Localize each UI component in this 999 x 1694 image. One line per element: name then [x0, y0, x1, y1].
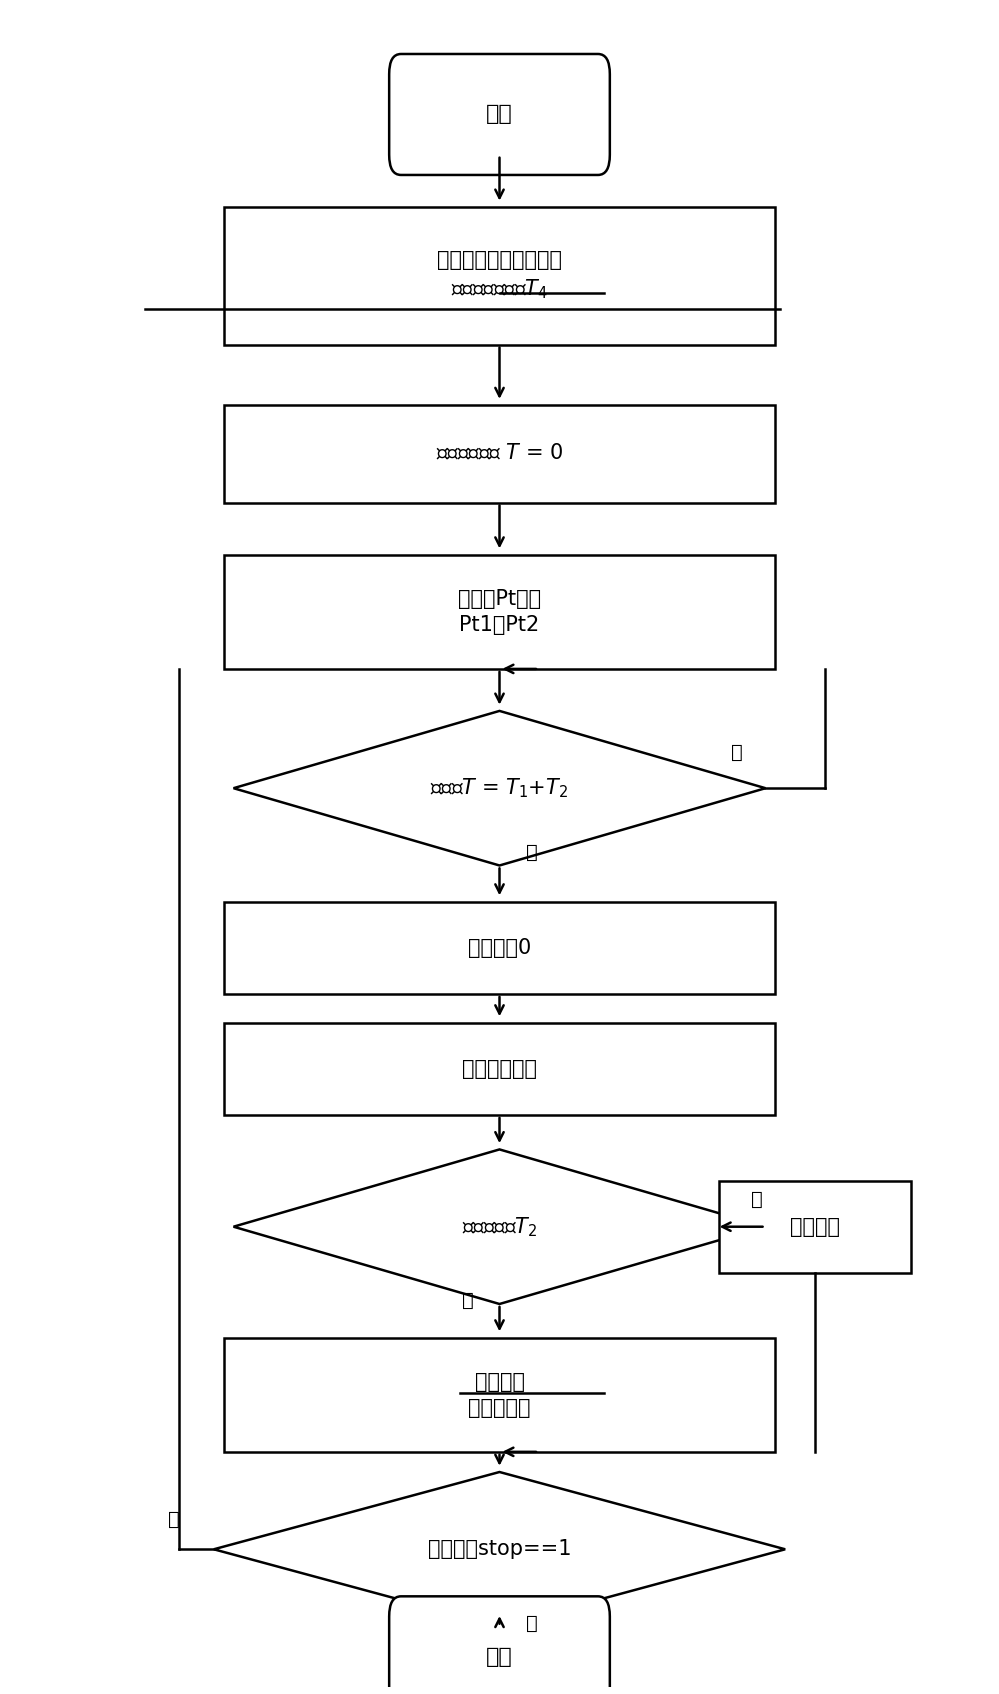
FancyBboxPatch shape — [390, 1596, 609, 1694]
Text: 阻塞运行: 阻塞运行 — [790, 1216, 840, 1237]
Polygon shape — [234, 711, 765, 866]
Text: 结束: 结束 — [487, 1647, 512, 1667]
Polygon shape — [214, 1472, 785, 1626]
Text: 是: 是 — [463, 1291, 474, 1309]
Bar — [224, 405, 775, 503]
Bar — [224, 1023, 775, 1115]
Bar — [224, 901, 775, 994]
Text: 否: 否 — [168, 1509, 180, 1528]
Bar — [224, 207, 775, 344]
Text: 否: 否 — [731, 744, 742, 762]
Text: 定时器清0: 定时器清0 — [468, 938, 531, 957]
Text: 否: 否 — [750, 1191, 762, 1210]
Text: 定时器$T$ = $T_1$+$T_2$: 定时器$T$ = $T_1$+$T_2$ — [431, 776, 568, 800]
Text: 执行时间＜$T_2$: 执行时间＜$T_2$ — [462, 1215, 537, 1238]
Text: 是: 是 — [526, 842, 537, 862]
Polygon shape — [234, 1150, 765, 1304]
Bar — [718, 1181, 911, 1272]
Text: 非实时任务划分若干步
每步运行时间＜$T_4$: 非实时任务划分若干步 每步运行时间＜$T_4$ — [437, 251, 562, 302]
Text: 是: 是 — [526, 1614, 537, 1633]
Bar — [224, 1338, 775, 1452]
Text: 分步执行
非实时任务: 分步执行 非实时任务 — [469, 1372, 530, 1418]
Text: 开始: 开始 — [487, 105, 512, 124]
FancyBboxPatch shape — [390, 54, 609, 174]
Text: 停止操作stop==1: 停止操作stop==1 — [428, 1540, 571, 1558]
Bar — [224, 554, 775, 669]
Text: 初始化Pt变量
Pt1，Pt2: 初始化Pt变量 Pt1，Pt2 — [458, 588, 541, 635]
Text: 执行实时任务: 执行实时任务 — [462, 1059, 537, 1079]
Text: 初始化定时器 $T$ = 0: 初始化定时器 $T$ = 0 — [436, 444, 563, 464]
